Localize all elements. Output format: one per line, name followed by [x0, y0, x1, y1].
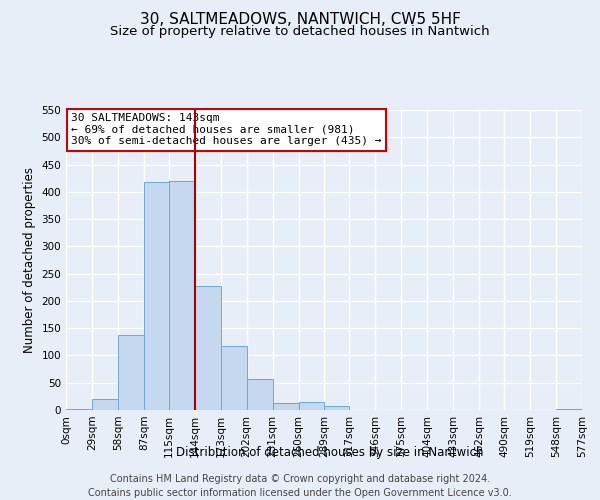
Bar: [299, 402, 325, 410]
Bar: [325, 406, 349, 410]
Bar: [221, 346, 247, 410]
Bar: [118, 334, 144, 410]
Bar: [92, 399, 118, 410]
Bar: [247, 379, 272, 410]
Bar: [66, 409, 92, 410]
Bar: [144, 182, 169, 410]
Bar: [556, 409, 582, 410]
Bar: [195, 286, 221, 410]
Text: Size of property relative to detached houses in Nantwich: Size of property relative to detached ho…: [110, 25, 490, 38]
Y-axis label: Number of detached properties: Number of detached properties: [23, 167, 36, 353]
Text: Distribution of detached houses by size in Nantwich: Distribution of detached houses by size …: [176, 446, 484, 459]
Text: 30 SALTMEADOWS: 143sqm
← 69% of detached houses are smaller (981)
30% of semi-de: 30 SALTMEADOWS: 143sqm ← 69% of detached…: [71, 113, 382, 146]
Bar: [272, 403, 299, 410]
Text: 30, SALTMEADOWS, NANTWICH, CW5 5HF: 30, SALTMEADOWS, NANTWICH, CW5 5HF: [140, 12, 460, 28]
Bar: [169, 181, 195, 410]
Text: Contains HM Land Registry data © Crown copyright and database right 2024.
Contai: Contains HM Land Registry data © Crown c…: [88, 474, 512, 498]
